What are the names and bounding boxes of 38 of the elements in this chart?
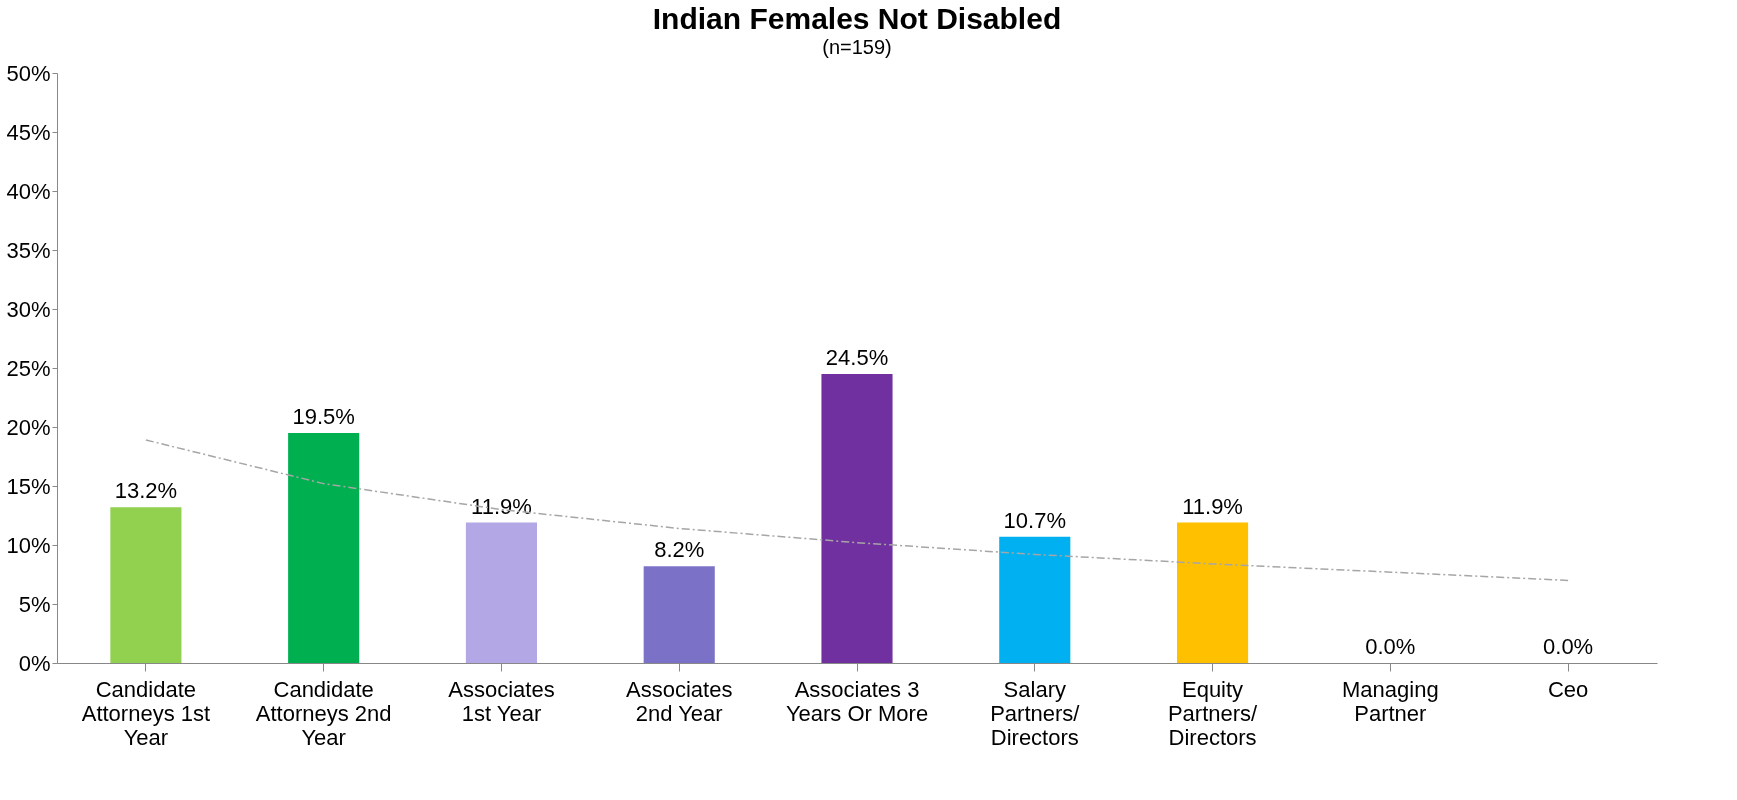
x-tick-label: Equity Partners/ Directors [1167, 676, 1259, 750]
bar [110, 507, 182, 663]
bar [1177, 522, 1249, 663]
data-label: 13.2% [114, 478, 178, 504]
y-tick-label: 50% [6, 60, 51, 86]
bar [465, 522, 537, 663]
chart-title: Indian Females Not Disabled [652, 2, 1062, 35]
x-tick-label: Associates 2nd Year [626, 676, 733, 726]
x-tick-label: Salary Partners/ Directors [990, 676, 1081, 750]
data-label: 10.7% [1003, 507, 1066, 533]
y-tick-label: 45% [6, 119, 51, 145]
bar [643, 566, 715, 663]
data-label: 11.9% [471, 493, 532, 519]
chart-subtitle: (n=159) [822, 36, 892, 58]
y-tick-label: 5% [18, 591, 51, 617]
data-label: 24.5% [825, 344, 889, 370]
x-tick-label: Associates 1st Year [448, 676, 555, 726]
y-tick-label: 40% [6, 178, 51, 204]
y-tick-label: 35% [6, 237, 51, 263]
x-tick-label: Associates 3 Years Or More [785, 676, 929, 726]
y-tick-label: 10% [6, 532, 51, 558]
y-tick-label: 15% [6, 473, 51, 499]
y-tick-label: 25% [6, 355, 51, 381]
x-tick-label: Candidate Attorneys 2nd Year [255, 676, 392, 750]
y-tick-label: 0% [18, 650, 51, 676]
data-label: 19.5% [292, 403, 355, 429]
x-tick-label: Candidate Attorneys 1st Year [81, 676, 211, 750]
x-tick-label: Ceo [1547, 676, 1589, 702]
y-tick-label: 20% [6, 414, 51, 440]
data-label: 0.0% [1365, 634, 1416, 659]
data-label: 11.9% [1182, 493, 1243, 519]
data-label: 8.2% [654, 537, 705, 563]
data-label: 0.0% [1543, 634, 1594, 659]
bar [288, 432, 360, 663]
y-tick-label: 30% [6, 296, 51, 322]
bar [999, 536, 1071, 663]
x-tick-label: Managing Partner [1342, 676, 1439, 726]
bar [821, 373, 893, 663]
